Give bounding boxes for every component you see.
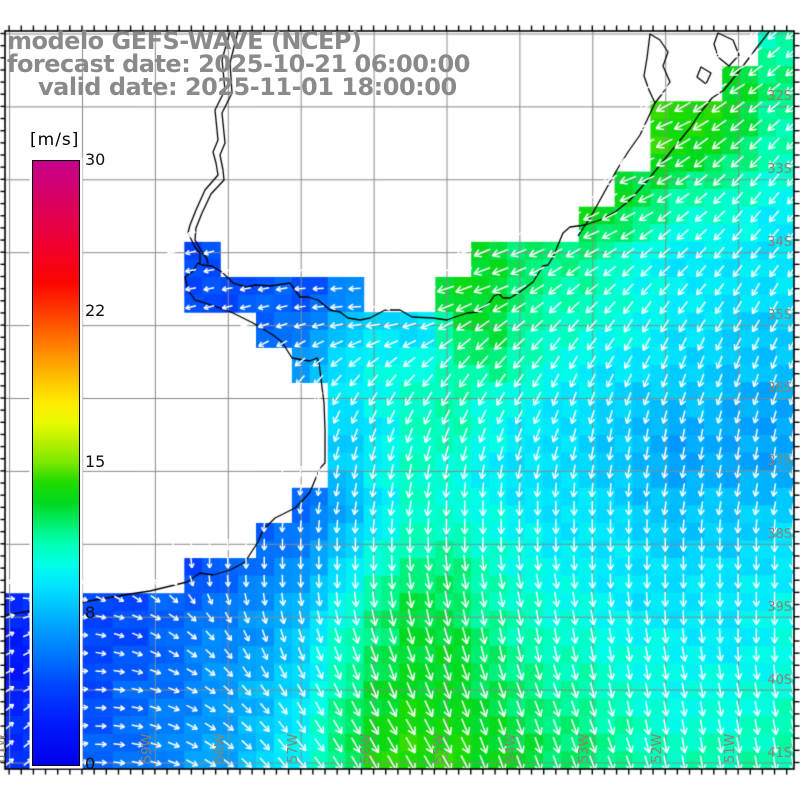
latitude-label: 36S — [767, 381, 792, 396]
longitude-label: 61W — [0, 733, 10, 763]
colorbar-tick-label: 30 — [85, 150, 106, 169]
latitude-label: 38S — [767, 526, 792, 542]
longitude-label: 56W — [358, 733, 374, 763]
longitude-label: 53W — [577, 733, 593, 763]
latitude-label: 34S — [767, 235, 792, 251]
colorbar-gradient-bar — [32, 160, 80, 766]
longitude-label: 57W — [285, 733, 301, 763]
longitude-label: 59W — [139, 733, 155, 763]
colorbar-unit-label: [m/s] — [30, 130, 80, 150]
colorbar-tick-label: 0 — [85, 754, 96, 773]
latitude-label: 40S — [767, 672, 792, 688]
longitude-label: 54W — [504, 733, 520, 763]
longitude-label: 58W — [212, 733, 228, 763]
latitude-label: 39S — [767, 599, 792, 615]
colorbar-tick-label: 22 — [85, 301, 106, 320]
longitude-label: 52W — [650, 733, 666, 763]
latitude-label: 35S — [767, 308, 792, 324]
colorbar-tick-label: 15 — [85, 452, 106, 471]
latitude-label: 33S — [767, 162, 792, 178]
longitude-label: 55W — [431, 733, 447, 763]
latitude-label: 41S — [767, 745, 792, 761]
latitude-label: 32S — [767, 89, 792, 105]
latitude-label: 37S — [767, 453, 792, 469]
forecast-date-line: forecast date: 2025-10-21 06:00:00 — [7, 50, 470, 78]
model-title: modelo GEFS-WAVE (NCEP) — [7, 27, 362, 55]
colorbar-tick-label: 8 — [85, 603, 96, 622]
valid-date-line: valid date: 2025-11-01 18:00:00 — [38, 73, 457, 101]
longitude-label: 51W — [723, 733, 739, 763]
